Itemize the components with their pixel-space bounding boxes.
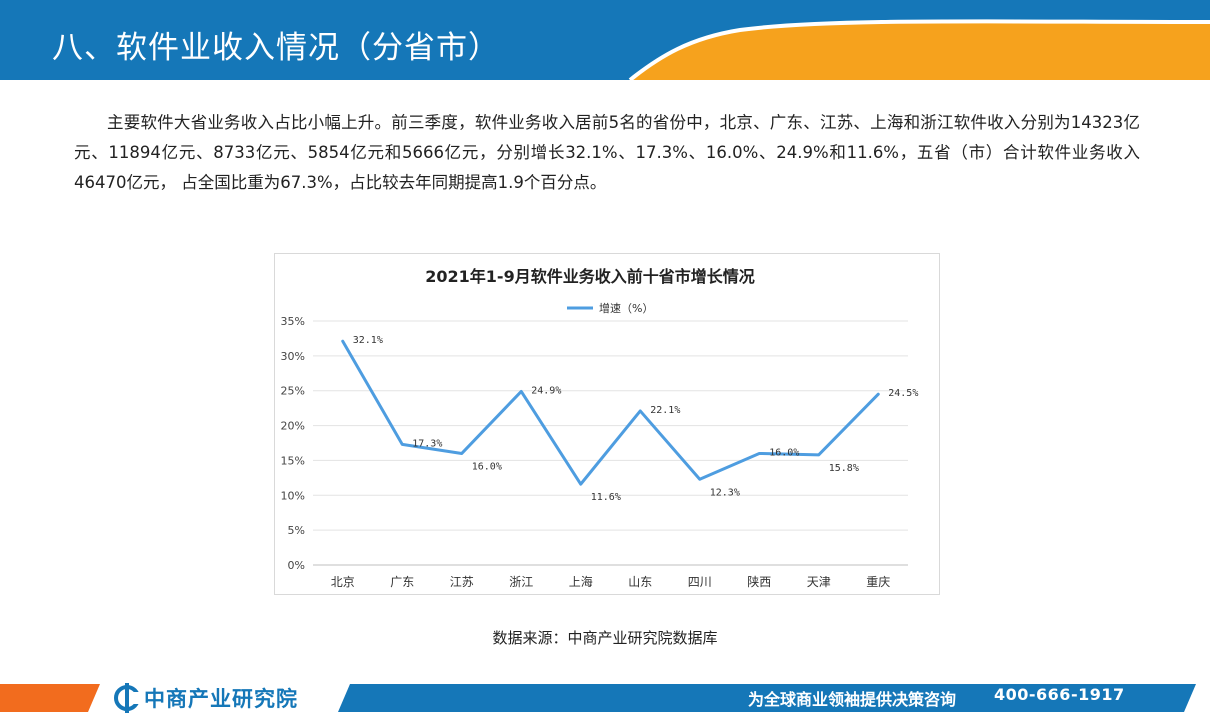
data-label: 15.8%	[829, 463, 859, 474]
chart-svg: 2021年1-9月软件业务收入前十省市增长情况 增速（%） 0% 5% 10% 15%…	[281, 267, 919, 589]
y-tick-label: 35%	[281, 315, 305, 328]
legend-label: 增速（%）	[599, 301, 653, 315]
chart-title: 2021年1-9月软件业务收入前十省市增长情况	[425, 267, 754, 286]
footer-slogan: 为全球商业领袖提供决策咨询	[748, 690, 957, 709]
x-tick-label: 陕西	[747, 574, 771, 589]
x-tick-label: 天津	[807, 575, 831, 589]
header-banner	[0, 0, 1210, 80]
footer-hotline: 400-666-1917	[994, 685, 1125, 704]
x-tick-label: 北京	[331, 575, 355, 589]
y-tick-label: 20%	[281, 420, 305, 433]
data-label: 16.0%	[472, 461, 502, 472]
y-tick-label: 15%	[281, 454, 305, 467]
series-line	[341, 339, 880, 486]
intro-paragraph: 主要软件大省业务收入占比小幅上升。前三季度，软件业务收入居前5名的省份中，北京、…	[74, 113, 1140, 192]
header-divider-curve	[628, 19, 1210, 80]
footer-orange-stripe	[0, 684, 100, 712]
y-tick-label: 30%	[281, 350, 305, 363]
x-tick-label: 四川	[688, 575, 712, 589]
data-label: 12.3%	[710, 487, 740, 498]
data-label: 32.1%	[353, 335, 383, 346]
x-tick-label: 重庆	[866, 575, 890, 589]
x-tick-label: 山东	[628, 575, 652, 589]
data-label: 24.5%	[888, 388, 918, 399]
data-label: 17.3%	[412, 438, 442, 449]
data-label: 24.9%	[531, 385, 561, 396]
y-tick-label: 0%	[288, 559, 305, 572]
footer-brand-name: 中商产业研究院	[144, 687, 298, 711]
y-tick-label: 5%	[288, 524, 305, 537]
footer-blue-band	[338, 684, 1196, 712]
footer-bar	[0, 683, 1196, 713]
data-label: 22.1%	[650, 405, 680, 416]
x-tick-label: 江苏	[450, 575, 474, 589]
data-label: 11.6%	[591, 492, 621, 503]
x-tick-label: 广东	[390, 575, 414, 589]
x-tick-label: 上海	[569, 574, 593, 589]
x-tick-label: 浙江	[509, 575, 533, 589]
zhongshang-logo-icon	[114, 683, 140, 713]
y-tick-label: 10%	[281, 489, 305, 502]
data-label: 16.0%	[769, 447, 799, 458]
page-title: 八、软件业收入情况（分省市）	[52, 30, 500, 66]
line-chart: 2021年1-9月软件业务收入前十省市增长情况 增速（%） 0% 5% 10% 15%…	[274, 253, 940, 595]
source-note: 数据来源：中商产业研究院数据库	[492, 629, 718, 647]
y-tick-label: 25%	[281, 385, 305, 398]
